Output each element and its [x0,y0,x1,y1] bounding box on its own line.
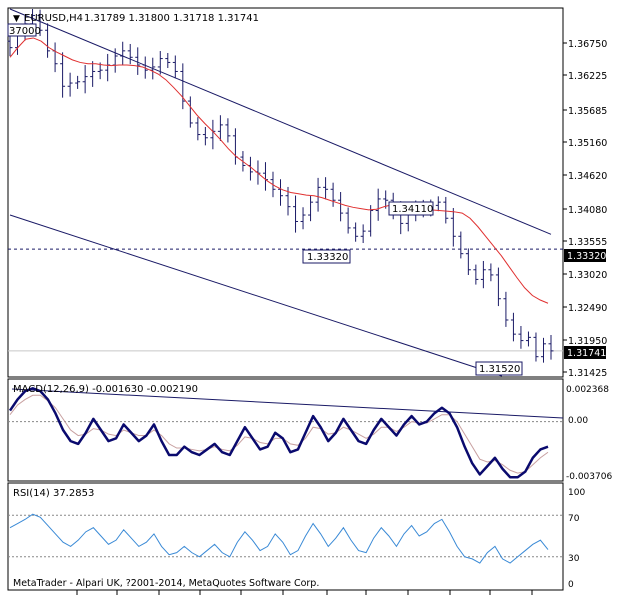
top-left-label: 37000 [9,26,41,37]
high-label-box [388,201,434,216]
support-axis-label: 1.33320 [567,251,606,262]
macd-layer [8,387,564,479]
rsi-title: RSI(14) 37.2853 [13,488,94,499]
price-tick-label: 1.36750 [568,39,607,50]
moving-average-line [9,37,549,304]
upper-channel-line [9,8,552,235]
copyright: MetaTrader - Alpari UK, ?2001-2014, Meta… [13,578,319,589]
time-axis [76,590,533,595]
ohlc-values: 1.31789 1.31800 1.31718 1.31741 [84,13,259,24]
low-label-box [475,361,523,376]
macd-tick-label: 0.00 [568,416,588,426]
price-tick-label: 1.31425 [568,368,607,379]
support-axis-badge [564,249,606,262]
macd-tick-label: 0.002368 [566,385,609,395]
support-label: 1.33320 [307,252,348,263]
price-tick-label: 1.33555 [568,237,607,248]
rsi-line [9,513,549,564]
low-label: 1.31520 [479,364,520,375]
price-tick-label: 1.31950 [568,336,607,347]
current-price-label: 1.31741 [567,348,606,359]
macd-line [8,387,549,479]
macd-tick-label: -0.003706 [566,472,612,482]
price-tick-label: 1.32490 [568,303,607,314]
price-axis: 1.36750 1.36225 1.35685 1.35160 1.34620 … [563,39,607,379]
rsi-layer [8,513,563,564]
price-tick-label: 1.34080 [568,205,607,216]
lower-channel-line [9,214,502,377]
chart-title: EURUSD,H4 [24,13,83,24]
rsi-tick-label: 100 [568,488,585,498]
price-tick-label: 1.36225 [568,71,607,82]
rsi-tick-label: 30 [568,554,580,564]
rsi-axis: 100 70 30 0 [568,488,585,590]
main-panel-frame [7,7,564,378]
macd-panel-frame [7,378,564,482]
rsi-tick-label: 0 [568,580,574,590]
rsi-panel-frame [7,482,564,591]
price-tick-label: 1.33020 [568,270,607,281]
macd-axis: 0.002368 0.00 -0.003706 [566,385,612,482]
current-price-badge [564,346,606,359]
price-tick-label: 1.35685 [568,106,607,117]
price-tick-label: 1.34620 [568,171,607,182]
top-left-label-box [7,23,37,37]
macd-title: MACD(12,26,9) -0.001630 -0.002190 [13,384,198,395]
rsi-tick-label: 70 [568,514,580,524]
macd-trendline [11,388,564,419]
high-label: 1.34110 [392,204,433,215]
price-tick-label: 1.35160 [568,138,607,149]
title-marker: ▼ [13,14,20,24]
support-label-box [302,249,351,264]
